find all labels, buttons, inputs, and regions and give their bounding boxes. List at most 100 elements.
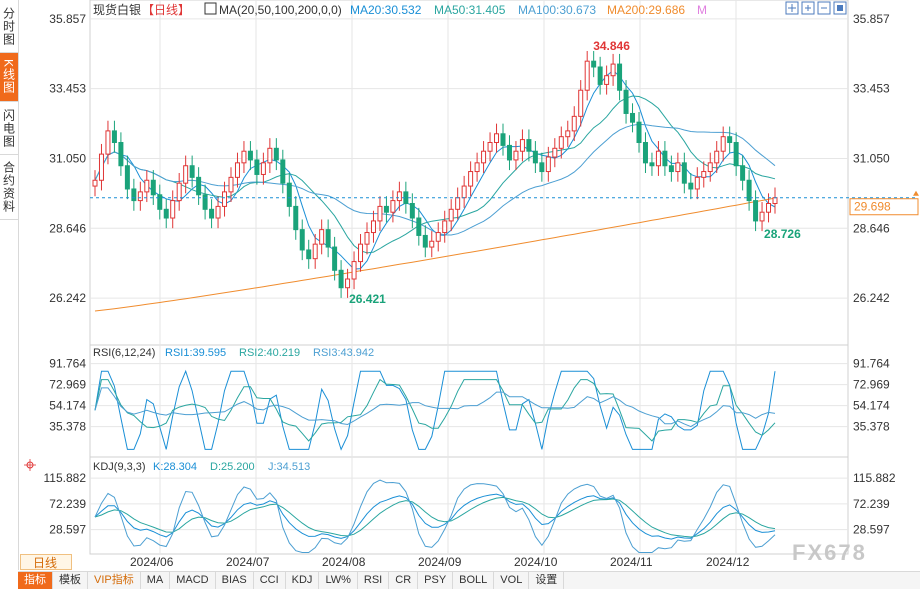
ma100-value: MA100:30.673: [518, 3, 596, 17]
bottom-tab-14[interactable]: 设置: [529, 572, 565, 589]
candle-body: [118, 142, 124, 167]
candle-body: [759, 211, 765, 222]
candle-body: [435, 232, 441, 242]
candle-body: [733, 142, 739, 167]
candle-body: [655, 150, 661, 167]
candle-body: [591, 60, 597, 68]
symbol-name: 现货白银: [93, 2, 141, 17]
candle-body: [668, 165, 674, 173]
candle-body: [526, 139, 532, 152]
candle-body: [474, 162, 480, 173]
sidebar-tab-flash[interactable]: 闪电图: [0, 102, 18, 155]
bottom-tab-13[interactable]: VOL: [494, 572, 530, 589]
candle-body: [358, 243, 364, 263]
rsi-tick-left: 35.378: [49, 420, 86, 434]
bottom-tab-9[interactable]: RSI: [358, 572, 390, 589]
rsi-title: RSI(6,12,24): [93, 347, 155, 359]
candle-body: [209, 208, 215, 219]
bottom-tab-8[interactable]: LW%: [319, 572, 358, 589]
zoom-in-icon[interactable]: [801, 1, 815, 15]
x-tick: 2024/08: [322, 555, 366, 569]
candle-body: [364, 232, 370, 245]
rsi-lines: [94, 369, 776, 451]
price-tick-left: 28.646: [49, 221, 86, 235]
candle-body: [500, 133, 506, 146]
candle-body: [241, 150, 247, 164]
rsi1-value: RSI1:39.595: [165, 347, 226, 359]
candle-body: [694, 176, 700, 190]
sidebar-tab-kline[interactable]: K线图: [0, 53, 18, 102]
candle-body: [688, 182, 694, 190]
candle-body: [390, 200, 396, 213]
bottom-tab-4[interactable]: MACD: [170, 572, 216, 589]
candle-body: [332, 246, 338, 271]
candle-body: [617, 63, 623, 91]
kdj-lines: [94, 479, 776, 553]
bottom-tab-1[interactable]: 模板: [53, 572, 88, 589]
price-tick-left: 33.453: [49, 82, 86, 96]
bottom-tab-11[interactable]: PSY: [418, 572, 454, 589]
candle-body: [150, 179, 156, 196]
candle-body: [506, 144, 512, 161]
candle-body: [584, 60, 590, 91]
ma100-line: [94, 123, 776, 236]
candle-body: [753, 200, 759, 222]
ma50-line: [94, 95, 776, 254]
kdj-d-value: D:25.200: [210, 461, 255, 473]
sidebar-tab-contract-info[interactable]: 合约资料: [0, 155, 18, 220]
period-chip[interactable]: 日线: [20, 554, 72, 570]
candle-body: [623, 89, 629, 114]
indicator-settings-icon[interactable]: [204, 2, 217, 15]
candle-body: [746, 179, 752, 202]
candle-body: [111, 130, 117, 144]
candle-body: [254, 159, 260, 175]
candle-body: [383, 205, 389, 213]
candle-body: [578, 89, 584, 117]
sun-icon[interactable]: [24, 459, 36, 471]
bottom-tab-6[interactable]: CCI: [254, 572, 286, 589]
candle-body: [306, 249, 312, 260]
box-icon[interactable]: [833, 1, 847, 15]
kdj-j-line: [94, 479, 776, 553]
candle-body: [176, 182, 182, 202]
zoom-out-icon[interactable]: [817, 1, 831, 15]
kline-chart[interactable]: 29.698 现货白银 【日线】 MA(20,50,100,200,0,0) M…: [0, 0, 920, 570]
bottom-tab-7[interactable]: KDJ: [286, 572, 320, 589]
candle-body: [280, 159, 286, 184]
candle-body: [714, 150, 720, 164]
candle-body: [545, 156, 551, 173]
candle-body: [267, 147, 273, 164]
candle-body: [196, 176, 202, 196]
bottom-tab-0[interactable]: 指标: [18, 572, 53, 589]
bottom-tab-12[interactable]: BOLL: [453, 572, 495, 589]
candle-body: [92, 179, 98, 187]
high-annotation: 34.846: [593, 39, 630, 53]
candle-body: [681, 162, 687, 184]
current-price-box: [849, 198, 919, 216]
bottom-tab-2[interactable]: VIP指标: [88, 572, 141, 589]
kdj-d-line: [94, 496, 776, 538]
candles: [92, 51, 778, 298]
ma-params: MA(20,50,100,200,0,0): [219, 3, 342, 17]
candle-body: [448, 208, 454, 222]
kdj-tick-left: 28.597: [49, 523, 86, 537]
candle-body: [662, 150, 668, 167]
candle-body: [299, 229, 305, 251]
kdj-title: KDJ(9,3,3): [93, 461, 146, 473]
x-tick: 2024/10: [514, 555, 558, 569]
sidebar-tab-timeshare[interactable]: 分时图: [0, 0, 18, 53]
candle-body: [494, 133, 500, 144]
price-marker-icon: [913, 190, 919, 196]
recent-low-annotation: 28.726: [764, 227, 801, 241]
bottom-tab-5[interactable]: BIAS: [216, 572, 254, 589]
candle-body: [338, 269, 344, 289]
candle-body: [720, 136, 726, 152]
candle-body: [701, 171, 707, 178]
crosshair-icon[interactable]: [785, 1, 799, 15]
rsi-axis: 91.764 91.764 72.969 72.969 54.174 54.174 35.3…: [49, 357, 890, 434]
price-axis: 35.857 35.857 33.453 33.453 31.050 31.050 28.6…: [49, 12, 890, 305]
bottom-tab-3[interactable]: MA: [141, 572, 171, 589]
bottom-tab-10[interactable]: CR: [389, 572, 419, 589]
candle-body: [105, 130, 111, 155]
candle-body: [273, 147, 279, 161]
